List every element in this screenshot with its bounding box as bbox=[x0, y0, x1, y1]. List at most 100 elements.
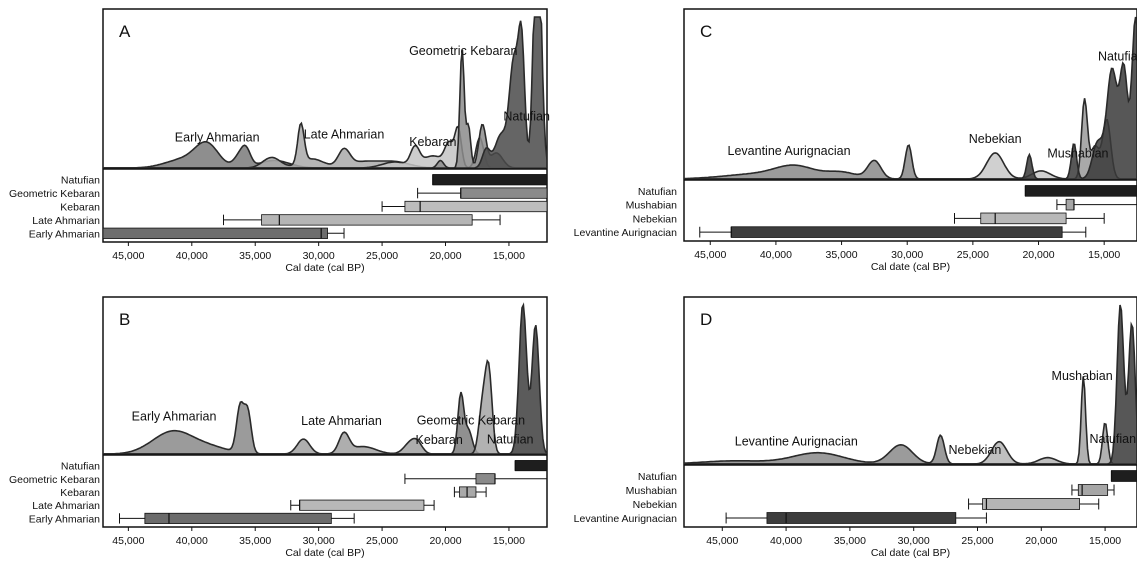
curve-label-mushabian: Mushabian bbox=[1047, 146, 1108, 160]
box-body bbox=[459, 486, 477, 498]
curve-label-natufian: Natufian bbox=[1098, 49, 1137, 63]
x-tick-label: 35,000 bbox=[826, 249, 858, 261]
box-nebekian bbox=[968, 498, 1100, 510]
curve-label-late-ahmarian: Late Ahmarian bbox=[304, 127, 385, 141]
curve-label-late-ahmarian: Late Ahmarian bbox=[301, 414, 382, 428]
x-axis-label: Cal date (cal BP) bbox=[285, 547, 364, 559]
box-late-ahmarian bbox=[290, 499, 435, 511]
curve-label-kebaran: Kebaran bbox=[416, 433, 463, 447]
x-tick-label: 45,000 bbox=[706, 535, 738, 547]
box-levantine-aurignacian bbox=[699, 226, 1087, 238]
x-tick-label: 30,000 bbox=[898, 535, 930, 547]
box-natufian bbox=[1024, 185, 1137, 197]
curve-label-nebekian: Nebekian bbox=[949, 443, 1002, 457]
box-early-ahmarian bbox=[118, 512, 355, 524]
density-natufian bbox=[103, 302, 547, 455]
box-body bbox=[730, 226, 1063, 238]
x-tick-label: 25,000 bbox=[957, 249, 989, 261]
curve-label-mushabian: Mushabian bbox=[1052, 369, 1113, 383]
x-tick-label: 15,000 bbox=[1088, 249, 1120, 261]
density-natufian bbox=[684, 304, 1137, 465]
row-label-natufian: Natufian bbox=[638, 186, 677, 198]
box-body bbox=[404, 200, 548, 213]
box-kebaran bbox=[381, 200, 548, 213]
curve-label-natufian: Natufian bbox=[487, 433, 534, 447]
x-tick-label: 30,000 bbox=[303, 535, 335, 547]
density-curves bbox=[684, 16, 1137, 180]
row-label-mushabian: Mushabian bbox=[626, 200, 678, 212]
row-label-geometric-kebaran: Geometric Kebaran bbox=[9, 188, 100, 200]
x-tick-label: 40,000 bbox=[176, 250, 208, 262]
box-nebekian bbox=[953, 212, 1105, 225]
density-curves bbox=[684, 304, 1137, 465]
box-body bbox=[1077, 484, 1109, 496]
row-label-natufian: Natufian bbox=[61, 461, 100, 473]
row-label-kebaran: Kebaran bbox=[60, 487, 100, 499]
box-body bbox=[144, 512, 332, 524]
x-tick-label: 25,000 bbox=[366, 250, 398, 262]
row-label-natufian: Natufian bbox=[638, 471, 677, 483]
density-natufian bbox=[684, 16, 1137, 180]
row-label-nebekian: Nebekian bbox=[633, 499, 678, 511]
x-tick-label: 20,000 bbox=[1025, 535, 1057, 547]
box-natufian bbox=[432, 174, 548, 186]
x-axis-label: Cal date (cal BP) bbox=[871, 261, 950, 273]
curve-label-early-ahmarian: Early Ahmarian bbox=[132, 410, 217, 424]
panel-frame bbox=[683, 296, 1137, 528]
x-tick-label: 20,000 bbox=[429, 250, 461, 262]
x-tick-label: 40,000 bbox=[760, 249, 792, 261]
x-tick-label: 35,000 bbox=[834, 535, 866, 547]
x-tick-label: 20,000 bbox=[429, 535, 461, 547]
x-axis-label: Cal date (cal BP) bbox=[871, 547, 950, 559]
row-label-levantine-aurignacian: Levantine Aurignacian bbox=[574, 227, 677, 239]
curve-label-levantine-aurignacian: Levantine Aurignacian bbox=[735, 435, 858, 449]
curve-label-geometric-kebaran: Geometric Kebaran bbox=[409, 44, 517, 58]
row-label-early-ahmarian: Early Ahmarian bbox=[29, 228, 100, 240]
x-tick-label: 15,000 bbox=[493, 535, 525, 547]
box-levantine-aurignacian bbox=[725, 512, 987, 524]
x-tick-label: 35,000 bbox=[239, 535, 271, 547]
x-tick-label: 25,000 bbox=[366, 535, 398, 547]
curve-label-kebaran: Kebaran bbox=[409, 135, 456, 149]
row-label-nebekian: Nebekian bbox=[633, 213, 678, 225]
panel-frame bbox=[683, 8, 1137, 242]
box-body bbox=[982, 498, 1080, 510]
box-late-ahmarian bbox=[223, 214, 501, 226]
panel-c: CNatufianMushabianNebekianLevantine Auri… bbox=[574, 8, 1137, 273]
x-tick-label: 30,000 bbox=[891, 249, 923, 261]
row-label-geometric-kebaran: Geometric Kebaran bbox=[9, 474, 100, 486]
curve-label-natufian: Natufian bbox=[1089, 432, 1136, 446]
panel-letter: C bbox=[700, 22, 712, 41]
box-body bbox=[432, 174, 548, 186]
x-tick-label: 25,000 bbox=[961, 535, 993, 547]
x-tick-label: 40,000 bbox=[176, 535, 208, 547]
row-label-natufian: Natufian bbox=[61, 175, 100, 187]
box-kebaran bbox=[453, 486, 487, 498]
x-tick-label: 20,000 bbox=[1022, 249, 1054, 261]
x-tick-label: 35,000 bbox=[239, 250, 271, 262]
box-body bbox=[1065, 198, 1075, 211]
box-natufian bbox=[1110, 470, 1137, 482]
x-tick-label: 45,000 bbox=[694, 249, 726, 261]
row-label-late-ahmarian: Late Ahmarian bbox=[32, 215, 100, 227]
box-mushabian bbox=[1056, 198, 1137, 211]
box-early-ahmarian bbox=[102, 227, 345, 239]
box-geometric-kebaran bbox=[417, 187, 548, 199]
box-body bbox=[980, 212, 1067, 225]
x-axis-label: Cal date (cal BP) bbox=[285, 262, 364, 274]
x-tick-label: 15,000 bbox=[493, 250, 525, 262]
x-tick-label: 40,000 bbox=[770, 535, 802, 547]
box-body bbox=[460, 187, 548, 199]
box-body bbox=[1111, 470, 1137, 482]
density-curves bbox=[103, 16, 547, 169]
box-geometric-kebaran bbox=[404, 473, 548, 485]
box-body bbox=[766, 512, 957, 524]
row-label-kebaran: Kebaran bbox=[60, 202, 100, 214]
box-body bbox=[514, 460, 548, 472]
panel-letter: A bbox=[119, 22, 131, 41]
panel-letter: B bbox=[119, 310, 130, 329]
box-body bbox=[261, 214, 473, 226]
